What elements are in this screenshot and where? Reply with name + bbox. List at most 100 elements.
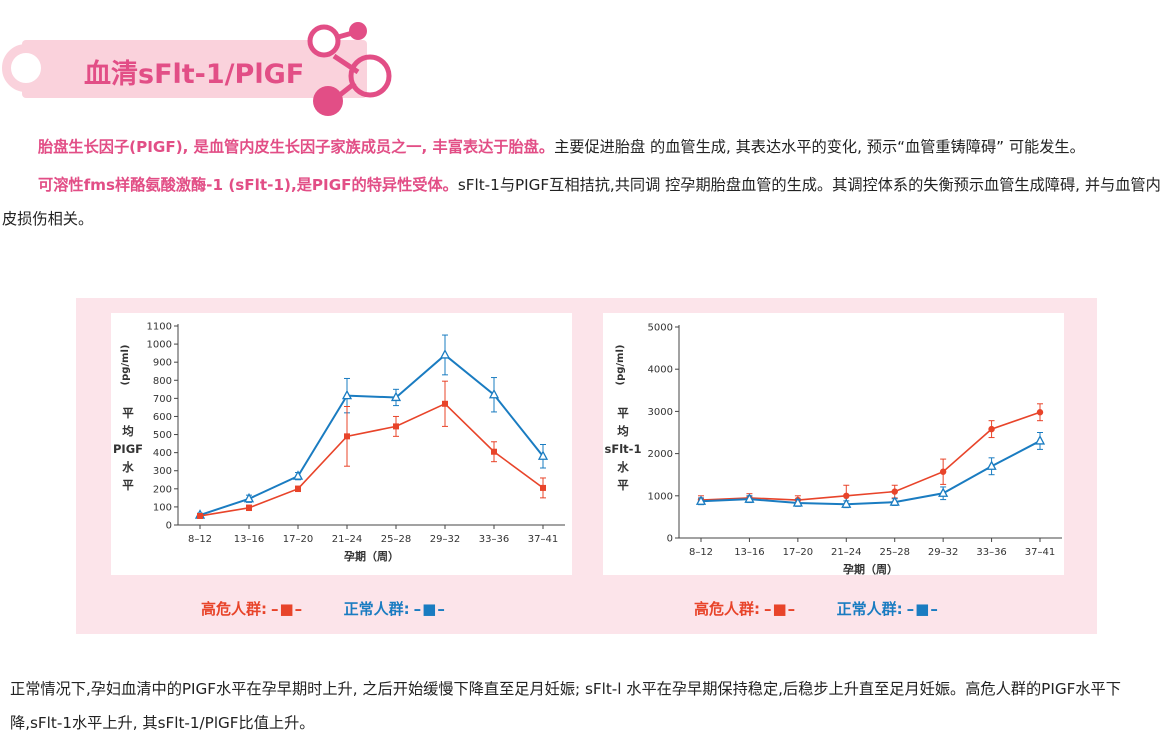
data-point-normal <box>292 470 304 480</box>
data-point-normal <box>889 496 900 506</box>
data-point-high_risk <box>540 484 546 491</box>
sflt1-chart-svg: 0 1000 2000 3000 4000 5000 8–12 13–16 17–20 21–24… <box>605 323 1062 575</box>
x-tick-label: 25–28 <box>381 534 411 545</box>
x-tick-label: 13–16 <box>734 547 764 558</box>
page-title: 血清sFlt-1/PlGF <box>84 59 305 90</box>
data-point-normal <box>1034 435 1046 445</box>
y-axis-unit: (pg/ml) <box>120 345 131 386</box>
summary-paragraph: 正常情况下,孕妇血清中的PIGF水平在孕早期时上升, 之后开始缓慢下降直至足月妊… <box>10 680 1121 732</box>
y-tick-label: 0 <box>667 534 673 545</box>
y-axis-label: 水 <box>617 460 629 474</box>
legend-left: 高危人群: –■– 正常人群: –■– <box>201 598 446 619</box>
pigf-chart: 0 100 200 300 400 500 600 700 800 900 1000 1100 8–12… <box>111 313 572 575</box>
data-point-high_risk <box>1036 409 1044 416</box>
x-axis-label: 孕期（周） <box>843 562 898 575</box>
data-point-high_risk <box>344 433 350 440</box>
x-tick-label: 29–32 <box>430 534 460 545</box>
data-point-normal <box>938 487 949 497</box>
y-tick-label: 1000 <box>648 491 673 502</box>
y-axis-unit: (pg/ml) <box>615 345 626 386</box>
y-tick-label: 4000 <box>648 365 673 376</box>
x-tick-label: 37–41 <box>528 534 558 545</box>
pigf-chart-svg: 0 100 200 300 400 500 600 700 800 900 1000 1100 8–12… <box>113 322 565 563</box>
y-axis-label: 平 <box>617 406 629 420</box>
y-tick-label: 800 <box>153 376 172 387</box>
legend-high-risk-symbol: –■– <box>271 600 304 618</box>
x-tick-label: 8–12 <box>689 547 713 558</box>
data-point-normal <box>537 450 549 460</box>
y-axis-label: 平 <box>122 406 134 420</box>
data-point-normal <box>488 388 500 399</box>
y-tick-label: 2000 <box>648 449 673 460</box>
x-axis-label: 孕期（周） <box>344 549 399 563</box>
banner-bar <box>22 40 367 98</box>
y-axis-label: PIGF <box>113 442 143 456</box>
data-point-normal <box>792 497 803 507</box>
x-tick-label: 13–16 <box>234 534 264 545</box>
y-tick-label: 5000 <box>648 323 673 334</box>
x-tick-label: 33–36 <box>479 534 509 545</box>
y-axis-label: 均 <box>617 424 629 438</box>
x-tick-label: 17–20 <box>283 534 313 545</box>
y-tick-label: 0 <box>166 521 172 532</box>
intro-paragraph-2: 可溶性fms样酪氨酸激酶-1 (sFlt-1),是PIGF的特异性受体。sFlt… <box>2 168 1170 236</box>
data-point-high_risk <box>246 504 252 511</box>
data-point-high_risk <box>843 492 850 499</box>
series-line-normal <box>700 440 1041 506</box>
data-point-high_risk <box>442 400 448 407</box>
x-tick-label: 25–28 <box>879 547 909 558</box>
series-line-high_risk <box>700 411 1041 501</box>
legend-normal-label: 正常人群: <box>343 600 410 618</box>
intro-highlight-2: 可溶性fms样酪氨酸激酶-1 (sFlt-1),是PIGF的特异性受体。 <box>38 176 458 194</box>
y-tick-label: 500 <box>153 430 172 441</box>
ring-icon <box>2 44 50 92</box>
data-point-normal <box>341 389 353 400</box>
y-tick-label: 100 <box>153 502 172 513</box>
y-tick-label: 900 <box>153 358 172 369</box>
data-point-high_risk <box>295 485 301 492</box>
x-tick-label: 8–12 <box>188 534 212 545</box>
x-tick-label: 21–24 <box>332 534 362 545</box>
data-point-normal <box>390 391 402 402</box>
data-point-high_risk <box>988 425 995 433</box>
header-banner: 血清sFlt-1/PlGF <box>0 18 400 123</box>
x-tick-label: 33–36 <box>976 547 1006 558</box>
data-point-normal <box>986 460 997 470</box>
x-tick-label: 37–41 <box>1025 547 1055 558</box>
data-point-normal <box>243 492 255 503</box>
legend-normal-symbol: –■– <box>906 600 939 618</box>
intro-paragraph-1: 胎盘生长因子(PIGF), 是血管内皮生长因子家族成员之一, 丰富表达于胎盘。主… <box>2 130 1170 164</box>
y-axis-label: 平 <box>617 478 629 492</box>
y-tick-label: 1000 <box>147 340 172 351</box>
data-point-high_risk <box>491 448 497 455</box>
y-tick-label: 200 <box>153 484 172 495</box>
intro-text-2: sFlt-1与PIGF互相拮抗,共同调 控孕期胎盘血管的生成。其调控体系的失衡预… <box>2 176 1161 228</box>
chart-panel: 0 100 200 300 400 500 600 700 800 900 1000 1100 8–12… <box>76 298 1097 634</box>
data-point-high_risk <box>939 468 947 475</box>
data-point-high_risk <box>197 512 203 519</box>
data-point-high_risk <box>393 423 399 430</box>
x-tick-label: 21–24 <box>831 547 861 558</box>
x-tick-label: 17–20 <box>783 547 813 558</box>
y-axis-label: sFlt-1 <box>605 442 642 456</box>
legend-high-risk-symbol: –■– <box>764 600 797 618</box>
legend-high-risk-label: 高危人群: <box>201 600 267 618</box>
series-line-normal <box>199 353 544 516</box>
legend-normal-symbol: –■– <box>413 600 446 618</box>
data-point-normal <box>695 495 707 505</box>
sflt1-chart: 0 1000 2000 3000 4000 5000 8–12 13–16 17–20 21–24… <box>603 313 1064 575</box>
y-tick-label: 600 <box>153 412 172 423</box>
molecule-icon <box>307 22 392 116</box>
y-tick-label: 400 <box>153 448 172 459</box>
y-tick-label: 700 <box>153 394 172 405</box>
y-tick-label: 1100 <box>147 322 172 333</box>
intro-text-1: 主要促进胎盘 的血管生成, 其表达水平的变化, 预示“血管重铸障碍” 可能发生。 <box>554 138 1085 156</box>
y-axis-label: 均 <box>122 424 134 438</box>
data-point-high_risk <box>891 488 898 495</box>
data-point-normal <box>841 498 852 508</box>
y-axis-label: 平 <box>122 478 134 492</box>
legend-right: 高危人群: –■– 正常人群: –■– <box>694 598 939 619</box>
legend-normal-label: 正常人群: <box>836 600 903 618</box>
y-axis-label: 水 <box>122 460 134 474</box>
data-point-normal <box>439 349 451 359</box>
